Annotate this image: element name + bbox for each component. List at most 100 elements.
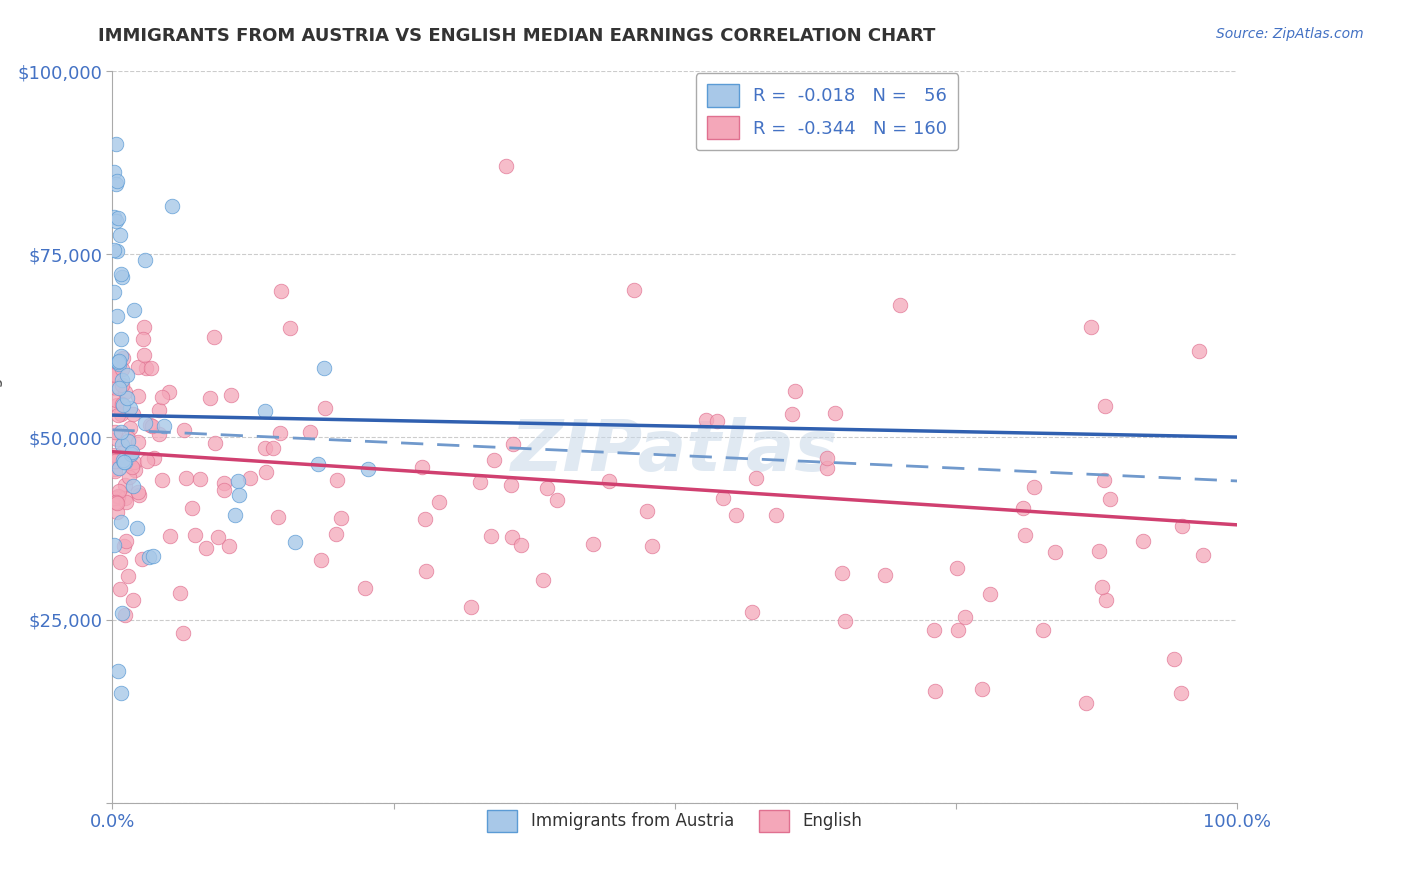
Point [152, 473, 174, 487]
Point [815, 461, 838, 475]
Point [107, 354, 129, 368]
Point [111, 445, 134, 459]
Point [105, 309, 128, 323]
Point [636, 504, 658, 518]
Point [111, 437, 134, 451]
Point [482, 453, 505, 467]
Point [1163, 651, 1185, 665]
Point [224, 508, 246, 522]
Point [326, 473, 349, 487]
Point [120, 447, 142, 461]
Point [134, 252, 156, 267]
Point [972, 681, 994, 696]
Point [111, 270, 134, 285]
Point [110, 397, 132, 411]
Point [641, 539, 664, 553]
Point [834, 615, 856, 629]
Point [110, 515, 132, 529]
Point [824, 407, 846, 421]
Point [212, 483, 235, 498]
Point [875, 568, 897, 582]
Point [103, 285, 125, 299]
Point [107, 491, 129, 505]
Point [695, 412, 717, 426]
Point [148, 426, 170, 441]
Point [121, 445, 143, 459]
Point [110, 407, 132, 421]
Point [460, 600, 482, 615]
Point [510, 538, 533, 552]
Point [107, 357, 129, 371]
Point [284, 535, 307, 549]
Point [1098, 491, 1121, 506]
Point [194, 541, 217, 556]
Point [253, 404, 276, 418]
Point [218, 539, 240, 553]
Point [141, 419, 163, 434]
Point [110, 332, 132, 346]
Point [124, 303, 146, 318]
Point [107, 381, 129, 395]
Point [117, 434, 139, 449]
Point [815, 450, 838, 465]
Point [122, 455, 145, 469]
Point [127, 359, 149, 374]
Point [889, 298, 911, 312]
Point [112, 539, 135, 553]
Point [922, 623, 945, 637]
Point [105, 392, 128, 407]
Point [104, 464, 127, 478]
Point [309, 553, 332, 567]
Point [110, 227, 132, 242]
Point [354, 582, 377, 596]
Legend: Immigrants from Austria, English: Immigrants from Austria, English [481, 804, 869, 838]
Point [725, 508, 748, 522]
Point [946, 561, 969, 575]
Point [127, 435, 149, 450]
Point [536, 481, 558, 495]
Point [1192, 548, 1215, 562]
Point [104, 368, 127, 383]
Point [105, 136, 128, 151]
Point [1188, 343, 1211, 358]
Point [139, 418, 162, 433]
Point [202, 330, 225, 344]
Text: ZIPatlas: ZIPatlas [512, 417, 838, 486]
Point [107, 355, 129, 369]
Point [105, 496, 128, 510]
Point [598, 474, 620, 488]
Point [253, 442, 276, 456]
Point [104, 491, 127, 505]
Point [501, 477, 523, 491]
Point [1091, 580, 1114, 594]
Point [115, 368, 138, 383]
Point [1014, 528, 1036, 542]
Point [108, 483, 131, 498]
Point [110, 555, 132, 569]
Point [212, 475, 235, 490]
Point [127, 389, 149, 403]
Point [110, 349, 132, 363]
Point [546, 492, 568, 507]
Point [110, 361, 132, 376]
Point [150, 390, 173, 404]
Point [924, 683, 946, 698]
Point [104, 448, 127, 462]
Point [107, 409, 129, 423]
Text: Source: ZipAtlas.com: Source: ZipAtlas.com [1216, 27, 1364, 41]
Point [131, 332, 153, 346]
Point [118, 401, 141, 415]
Point [103, 210, 125, 224]
Point [105, 244, 128, 258]
Point [172, 626, 194, 640]
Point [108, 582, 131, 596]
Point [122, 407, 145, 421]
Point [501, 531, 523, 545]
Point [148, 403, 170, 417]
Point [108, 461, 131, 475]
Point [115, 533, 138, 548]
Point [117, 391, 139, 405]
Point [411, 459, 433, 474]
Point [104, 425, 127, 439]
Point [470, 475, 492, 489]
